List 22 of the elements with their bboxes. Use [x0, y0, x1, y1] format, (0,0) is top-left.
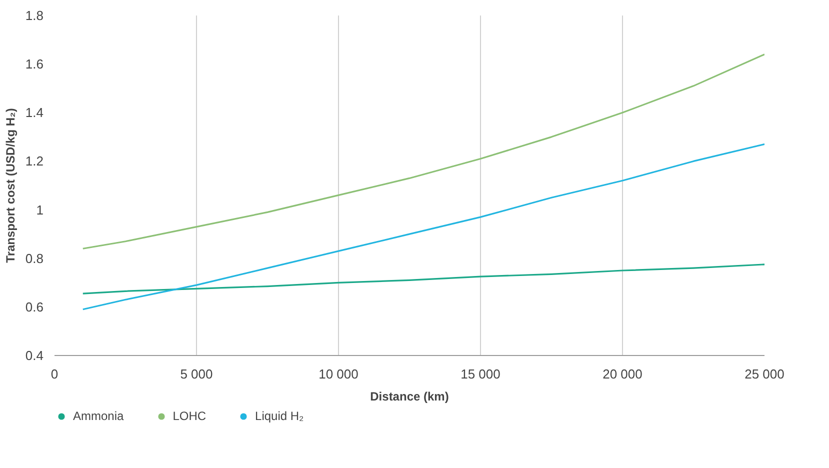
y-tick-label: 0.8 — [25, 250, 44, 266]
y-tick-label: 1.6 — [25, 56, 44, 72]
x-tick-label: 20 000 — [602, 366, 642, 382]
y-axis-title: Transport cost (USD/kg H₂) — [3, 108, 18, 263]
x-tick-label: 15 000 — [460, 366, 500, 382]
y-tick-label: 0.4 — [25, 348, 44, 363]
legend-label: Ammonia — [73, 409, 124, 423]
x-tick-label: 10 000 — [318, 366, 358, 382]
line-series — [82, 143, 764, 310]
y-tick-label: 0.6 — [25, 299, 44, 314]
y-tick-label: 1.8 — [25, 8, 44, 23]
x-tick-label: 0 — [50, 366, 58, 382]
y-tick-label: 1.4 — [25, 105, 44, 120]
legend-label: LOHC — [172, 409, 206, 423]
x-tick-label: 5 000 — [180, 366, 213, 382]
line-series — [82, 54, 764, 250]
legend-label: Liquid H₂ — [255, 409, 304, 423]
y-tick-label: 1 — [36, 202, 44, 218]
x-tick-label: 25 000 — [744, 366, 784, 382]
x-axis-title: Distance (km) — [370, 390, 449, 404]
y-tick-label: 1.2 — [25, 154, 44, 169]
line-series — [82, 264, 764, 294]
